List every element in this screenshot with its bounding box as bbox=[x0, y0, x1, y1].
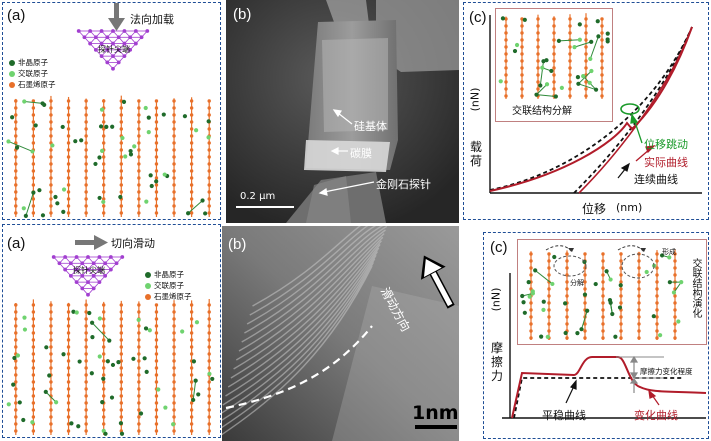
crosslink-atom-icon bbox=[145, 282, 151, 289]
top-c-annotation-0: 位移跳动 bbox=[644, 138, 688, 151]
top-b-pointers bbox=[318, 109, 375, 196]
bottom-b-label: (b) bbox=[228, 236, 247, 253]
bottom-a-tip-text: 探针尖端 bbox=[73, 266, 105, 275]
bottom-c-chart bbox=[502, 273, 707, 419]
top-a-legend-1: 交联原子 bbox=[18, 69, 48, 78]
bottom-b-scale: 1nm bbox=[412, 402, 459, 424]
jump-marker bbox=[620, 103, 640, 115]
bottom-panel-c: (c) 分解 形成 交联结构演化 摩擦力 (nN) bbox=[483, 232, 709, 439]
bottom-c-inset-structure bbox=[520, 245, 684, 340]
top-a-structure bbox=[6, 29, 211, 218]
bottom-c-ylabel: 摩擦力 bbox=[491, 341, 504, 383]
top-c-xunit: (nm) bbox=[616, 201, 643, 214]
slide-direction-arrow-icon bbox=[420, 255, 455, 309]
bottom-c-inset-caption: 交联结构演化 bbox=[690, 258, 701, 318]
top-c-chart bbox=[489, 15, 702, 194]
graphene-atom-icon bbox=[9, 81, 15, 88]
bottom-b-image bbox=[222, 226, 459, 441]
top-a-label: (a) bbox=[7, 7, 26, 24]
bottom-c-inset-left: 分解 bbox=[570, 279, 584, 287]
bottom-c-label: (c) bbox=[490, 239, 508, 256]
continuous-curve bbox=[489, 26, 693, 191]
bottom-c-annotation-1: 平稳曲线 bbox=[542, 409, 586, 422]
top-b-image bbox=[226, 0, 459, 223]
top-a-load-text: 法向加载 bbox=[130, 13, 174, 26]
bottom-c-inset-right: 形成 bbox=[662, 248, 676, 256]
bottom-a-legend-0: 非晶原子 bbox=[154, 270, 184, 279]
top-a-tip-text: 探针尖端 bbox=[98, 45, 130, 54]
bottom-c-inset: 分解 形成 交联结构演化 bbox=[517, 239, 707, 345]
top-c-inset-structure bbox=[498, 13, 610, 99]
top-b-annotation-2: 金刚石探针 bbox=[376, 178, 431, 191]
actual-curve bbox=[489, 26, 693, 192]
amorphous-atom-icon bbox=[145, 271, 151, 278]
bottom-c-annotation-0: 摩擦力变化程度 bbox=[640, 367, 693, 376]
top-b-scale: 0.2 μm bbox=[240, 191, 276, 202]
bottom-a-legend: 非晶原子 交联原子 石墨烯原子 bbox=[145, 269, 192, 302]
bottom-a-slide-text: 切向滑动 bbox=[111, 237, 155, 250]
top-c-xlabel: 位移 bbox=[582, 202, 607, 216]
top-c-annotation-1: 实际曲线 bbox=[644, 156, 688, 169]
crosslink-atom-icon bbox=[9, 70, 15, 77]
top-c-label: (c) bbox=[469, 9, 487, 26]
amorphous-atom-icon bbox=[9, 59, 15, 66]
top-panel-c: (c) 交联结构分解 载荷 (nN) 位移 (nm) 位移跳动 实际曲线 连续曲… bbox=[463, 2, 709, 220]
graphene-atom-icon bbox=[145, 293, 151, 300]
varying-curve bbox=[511, 356, 707, 419]
top-a-legend: 非晶原子 交联原子 石墨烯原子 bbox=[9, 57, 56, 90]
continuous-curve-2 bbox=[573, 26, 693, 194]
top-c-annotation-2: 连续曲线 bbox=[634, 173, 678, 186]
top-c-inset-caption: 交联结构分解 bbox=[512, 106, 572, 117]
top-c-ylabel: 载荷 bbox=[470, 140, 483, 168]
top-panel-b-micrograph: (b) 硅基体 碳膜 金刚石探针 0.2 μm bbox=[226, 0, 459, 223]
bottom-c-annotation-2: 变化曲线 bbox=[634, 409, 678, 422]
top-a-legend-2: 石墨烯原子 bbox=[18, 80, 56, 89]
top-panel-a: (a) 法向加载 探针尖端 非晶原子 交联原子 石墨烯原子 bbox=[2, 2, 221, 220]
top-c-yunit: (nN) bbox=[468, 87, 482, 112]
top-b-annotation-0: 硅基体 bbox=[354, 120, 387, 133]
top-a-legend-0: 非晶原子 bbox=[18, 58, 48, 67]
top-c-inset: 交联结构分解 bbox=[495, 8, 613, 122]
load-arrow-icon bbox=[108, 3, 125, 31]
bottom-a-legend-1: 交联原子 bbox=[154, 281, 184, 290]
bottom-panel-b-micrograph: (b) 滑动方向 1nm bbox=[222, 226, 459, 441]
top-b-label: (b) bbox=[233, 6, 252, 23]
bottom-a-label: (a) bbox=[7, 235, 26, 252]
bottom-panel-a: (a) 切向滑动 探针尖端 非晶原子 交联原子 石墨烯原子 bbox=[2, 224, 221, 438]
bottom-c-yunit: (nN) bbox=[489, 287, 503, 312]
bottom-a-structure bbox=[6, 255, 215, 436]
top-b-annotation-1: 碳膜 bbox=[350, 147, 372, 160]
slide-arrow-icon bbox=[75, 235, 108, 250]
bottom-a-legend-2: 石墨烯原子 bbox=[154, 292, 192, 301]
